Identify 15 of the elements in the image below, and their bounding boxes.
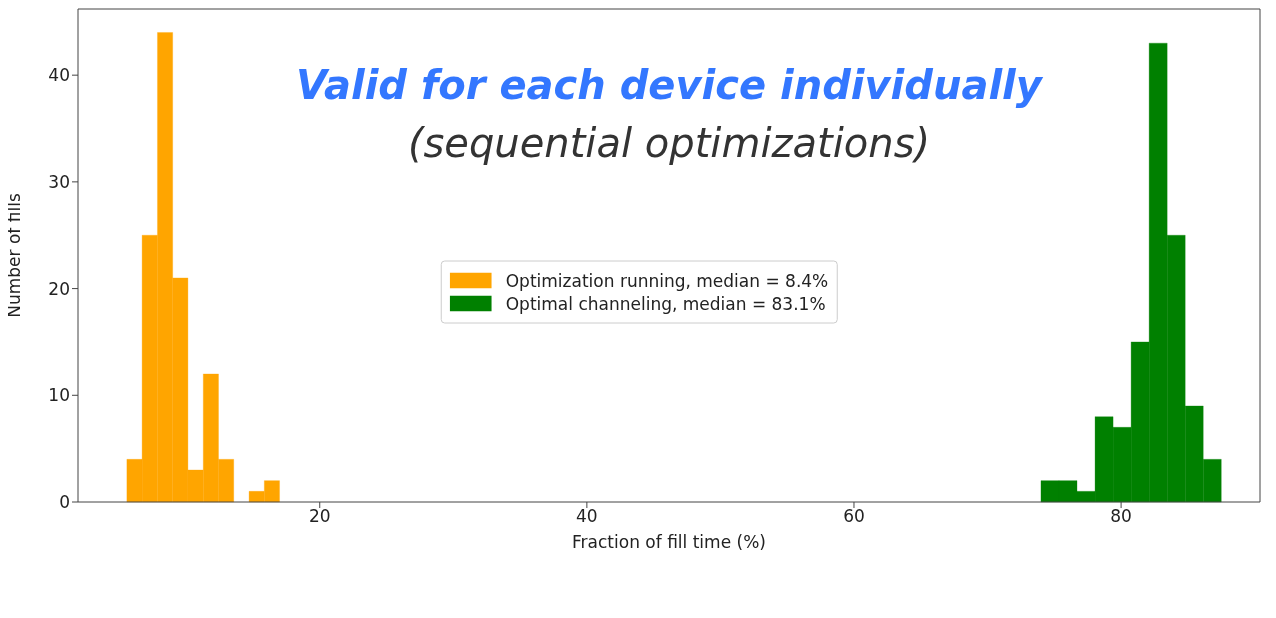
legend-label: Optimization running, median = 8.4% bbox=[505, 270, 829, 291]
y-tick-label: 0 bbox=[59, 492, 70, 513]
x-tick-label: 60 bbox=[843, 506, 865, 527]
y-tick-label: 40 bbox=[48, 65, 70, 86]
x-tick-label: 20 bbox=[308, 506, 331, 527]
text: (sequential optimizations) bbox=[406, 119, 932, 168]
y-axis-title: Number of fills bbox=[4, 193, 25, 318]
text: Valid for each device individually bbox=[295, 61, 1044, 110]
x-tick-label: 40 bbox=[576, 506, 598, 527]
x-tick-label: 80 bbox=[1110, 506, 1132, 527]
legend-label: Optimal channeling, median = 83.1% bbox=[505, 293, 826, 314]
y-tick-label: 10 bbox=[48, 385, 70, 406]
x-axis-title: Fraction of fill time (%) bbox=[572, 532, 766, 552]
y-tick-label: 20 bbox=[48, 278, 70, 299]
y-tick-label: 30 bbox=[48, 171, 70, 192]
